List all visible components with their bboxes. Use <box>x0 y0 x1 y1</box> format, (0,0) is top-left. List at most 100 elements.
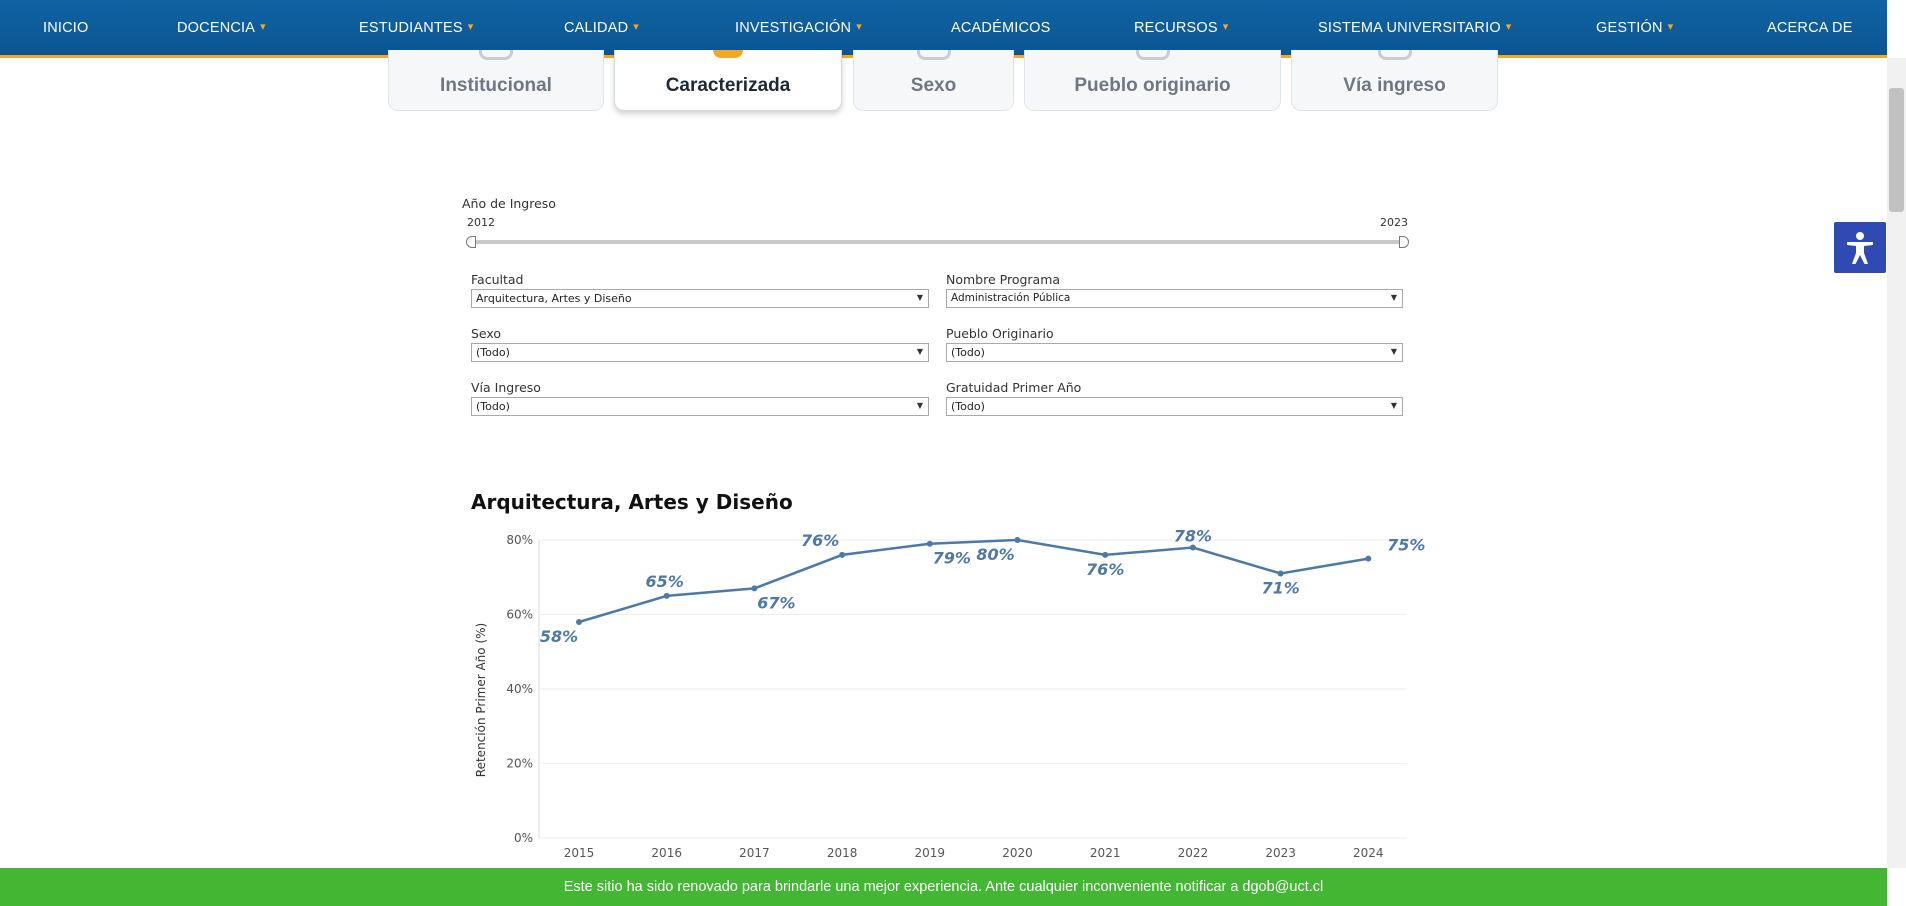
sexo-value: (Todo) <box>476 346 510 359</box>
x-tick-label: 2020 <box>1002 846 1033 860</box>
page-scrollbar[interactable] <box>1887 58 1906 868</box>
sexo-select[interactable]: (Todo) ▼ <box>471 343 929 362</box>
tab-institucional[interactable]: Institucional <box>388 50 604 111</box>
nav-label: CALIDAD <box>564 19 629 36</box>
dropdown-caret-icon: ▼ <box>1390 401 1397 410</box>
tab-label: Institucional <box>440 75 552 96</box>
data-point[interactable] <box>1277 570 1284 577</box>
x-tick-label: 2016 <box>651 846 682 860</box>
nav-item-recursos[interactable]: RECURSOS ▾ <box>1134 0 1229 55</box>
dropdown-caret-icon: ▼ <box>1390 293 1397 302</box>
dropdown-caret-icon: ▼ <box>1390 347 1397 356</box>
data-point[interactable] <box>663 592 670 599</box>
x-axis-ticks: 2015 2016 2017 2018 2019 2020 2021 2022 2023 2024 <box>564 846 1384 860</box>
tab-label: Pueblo originario <box>1074 75 1231 96</box>
tab-pueblo-originario[interactable]: Pueblo originario <box>1024 50 1281 111</box>
chevron-down-icon: ▾ <box>633 21 639 33</box>
nav-label: GESTIÓN <box>1596 19 1663 36</box>
via-ingreso-select[interactable]: (Todo) ▼ <box>471 397 929 416</box>
x-tick-label: 2019 <box>915 846 946 860</box>
x-tick-label: 2017 <box>739 846 770 860</box>
x-tick-label: 2015 <box>564 846 595 860</box>
y-tick-label: 0% <box>514 831 533 845</box>
facultad-value: Arquitectura, Artes y Diseño <box>476 292 632 305</box>
dropdown-caret-icon: ▼ <box>916 401 923 410</box>
nav-item-sistema-universitario[interactable]: SISTEMA UNIVERSITARIO ▾ <box>1318 0 1512 55</box>
year-slider-max-handle[interactable] <box>1399 236 1409 248</box>
people-icon <box>1135 50 1170 60</box>
nav-label: RECURSOS <box>1134 19 1218 36</box>
data-point[interactable] <box>1014 537 1021 543</box>
accessibility-icon <box>1847 231 1873 264</box>
notice-text: Este sitio ha sido renovado para brindar… <box>563 879 1324 895</box>
x-tick-label: 2024 <box>1353 846 1384 860</box>
x-tick-label: 2021 <box>1090 846 1121 860</box>
data-label: 71% <box>1261 579 1299 598</box>
nav-item-acerca-de[interactable]: ACERCA DE <box>1767 0 1853 55</box>
via-ingreso-value: (Todo) <box>476 400 510 413</box>
data-point[interactable] <box>1102 551 1109 558</box>
year-slider-track[interactable] <box>472 240 1406 244</box>
nav-item-academicos[interactable]: ACADÉMICOS <box>951 0 1051 55</box>
y-tick-label: 20% <box>506 757 533 771</box>
nav-item-inicio[interactable]: INICIO <box>43 0 89 55</box>
pueblo-value: (Todo) <box>951 346 985 359</box>
tab-sexo[interactable]: Sexo <box>853 50 1014 111</box>
year-slider-label: Año de Ingreso <box>462 196 556 211</box>
chevron-down-icon: ▾ <box>1505 21 1512 33</box>
data-point[interactable] <box>1365 555 1372 562</box>
data-labels: 58% 65% 67% 76% 79% 80% 76% 78% 71% 75% <box>540 526 1426 646</box>
nav-item-estudiantes[interactable]: ESTUDIANTES ▾ <box>359 0 473 55</box>
series-line <box>578 538 1369 624</box>
chevron-down-icon: ▾ <box>1667 21 1674 33</box>
characterized-icon <box>713 50 743 58</box>
nav-label: INVESTIGACIÓN <box>735 19 852 36</box>
tab-label: Sexo <box>910 75 957 96</box>
notice-banner: Este sitio ha sido renovado para brindar… <box>0 868 1887 906</box>
y-tick-label: 80% <box>506 533 533 547</box>
y-axis-label: Retención Primer Año (%) <box>474 623 488 777</box>
facultad-select[interactable]: Arquitectura, Artes y Diseño ▼ <box>471 289 929 308</box>
dropdown-caret-icon: ▼ <box>916 293 923 302</box>
chevron-down-icon: ▾ <box>260 21 266 33</box>
data-label: 67% <box>757 593 795 612</box>
nav-label: ESTUDIANTES <box>359 19 463 36</box>
x-tick-label: 2022 <box>1178 846 1209 860</box>
institution-icon <box>479 50 513 60</box>
scrollbar-thumb[interactable] <box>1889 88 1904 212</box>
nav-item-investigacion[interactable]: INVESTIGACIÓN ▾ <box>735 0 862 55</box>
nav-label: ACADÉMICOS <box>951 19 1051 36</box>
data-label: 80% <box>976 545 1014 564</box>
x-tick-label: 2023 <box>1265 846 1296 860</box>
y-tick-label: 60% <box>506 608 533 622</box>
gratuidad-label: Gratuidad Primer Año <box>946 380 1082 395</box>
data-point[interactable] <box>839 551 846 558</box>
data-label: 76% <box>801 531 839 550</box>
retention-line-chart: 0%20%40%60%80% 2015 2016 2017 2018 2019 2020 2… <box>474 526 1426 860</box>
nav-item-gestion[interactable]: GESTIÓN ▾ <box>1596 0 1673 55</box>
nav-label: INICIO <box>43 19 89 36</box>
gratuidad-select[interactable]: (Todo) ▼ <box>946 397 1403 416</box>
data-point[interactable] <box>926 540 933 547</box>
data-label: 58% <box>540 627 578 646</box>
nav-item-docencia[interactable]: DOCENCIA ▾ <box>177 0 266 55</box>
dropdown-caret-icon: ▼ <box>916 347 923 356</box>
programa-value: Administración Pública <box>951 292 1071 304</box>
year-min-label: 2012 <box>467 216 495 229</box>
data-label: 79% <box>933 549 971 568</box>
data-point[interactable] <box>751 585 758 592</box>
pueblo-select[interactable]: (Todo) ▼ <box>946 343 1403 362</box>
tab-via-ingreso[interactable]: Vía ingreso <box>1291 50 1498 111</box>
year-slider-min-handle[interactable] <box>466 236 476 248</box>
data-point[interactable] <box>576 618 582 625</box>
data-label: 75% <box>1387 536 1425 555</box>
data-point[interactable] <box>1189 544 1196 551</box>
accessibility-button[interactable] <box>1834 222 1886 273</box>
tab-label: Caracterizada <box>665 75 791 96</box>
programa-label: Nombre Programa <box>946 272 1061 287</box>
tab-caracterizada[interactable]: Caracterizada <box>614 50 842 111</box>
programa-select[interactable]: Administración Pública ▼ <box>946 289 1403 308</box>
nav-item-calidad[interactable]: CALIDAD ▾ <box>564 0 639 55</box>
year-max-label: 2023 <box>1380 216 1408 229</box>
nav-label: DOCENCIA <box>177 19 256 36</box>
